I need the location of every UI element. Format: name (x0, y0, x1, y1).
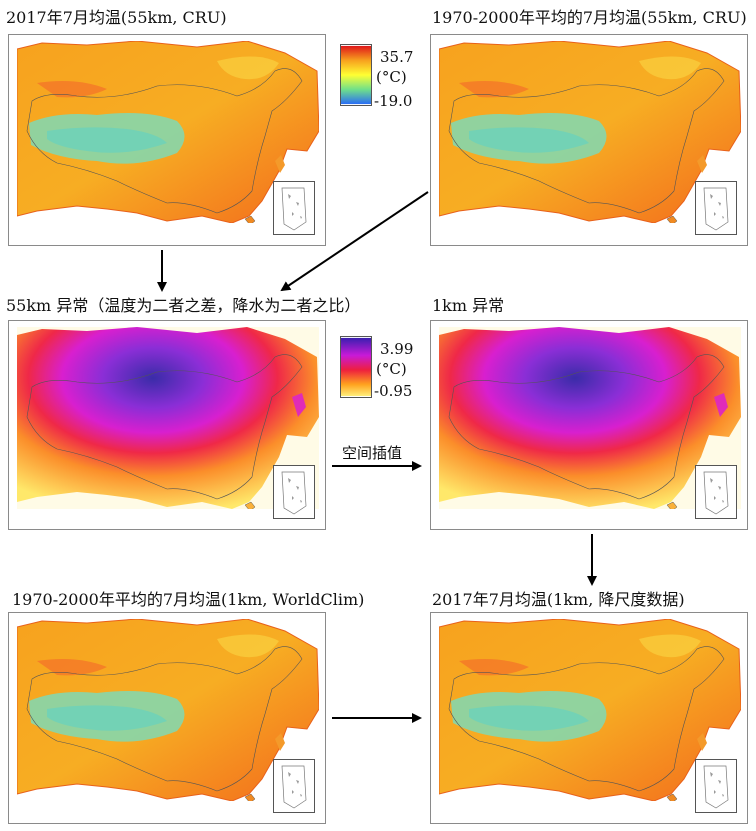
legend-max: 3.99 (380, 340, 414, 358)
map-panel-1970-2000-worldclim (8, 612, 326, 824)
map-panel-1km-anomaly (430, 320, 748, 530)
south-china-sea-inset (695, 759, 737, 813)
temperature-colorbar (340, 44, 372, 106)
south-china-sea-inset (273, 465, 315, 519)
map-panel-2017-downscaled (430, 612, 748, 824)
map-panel-2017-cru (8, 34, 326, 246)
south-china-sea-inset (273, 181, 315, 235)
south-china-sea-inset (695, 465, 737, 519)
panel-title-55km-anomaly: 55km 异常（温度为二者之差，降水为二者之比） (6, 296, 361, 315)
legend-min: -0.95 (374, 382, 413, 400)
map-panel-55km-anomaly (8, 320, 326, 530)
south-china-sea-inset (695, 181, 737, 235)
panel-title-1970-2000-cru: 1970-2000年平均的7月均温(55km, CRU) (432, 8, 747, 27)
panel-title-2017-cru: 2017年7月均温(55km, CRU) (6, 8, 227, 27)
panel-title-1km-anomaly: 1km 异常 (432, 296, 505, 315)
legend-unit: (°C) (376, 68, 407, 86)
spatial-interpolation-label: 空间插值 (342, 444, 403, 462)
legend-min: -19.0 (374, 92, 413, 110)
panel-title-1970-2000-worldclim: 1970-2000年平均的7月均温(1km, WorldClim) (12, 590, 365, 609)
map-panel-1970-2000-cru (430, 34, 748, 246)
legend-unit: (°C) (376, 360, 407, 378)
anomaly-colorbar (340, 336, 372, 398)
panel-title-2017-downscaled: 2017年7月均温(1km, 降尺度数据) (432, 590, 685, 609)
legend-max: 35.7 (380, 48, 414, 66)
south-china-sea-inset (273, 759, 315, 813)
